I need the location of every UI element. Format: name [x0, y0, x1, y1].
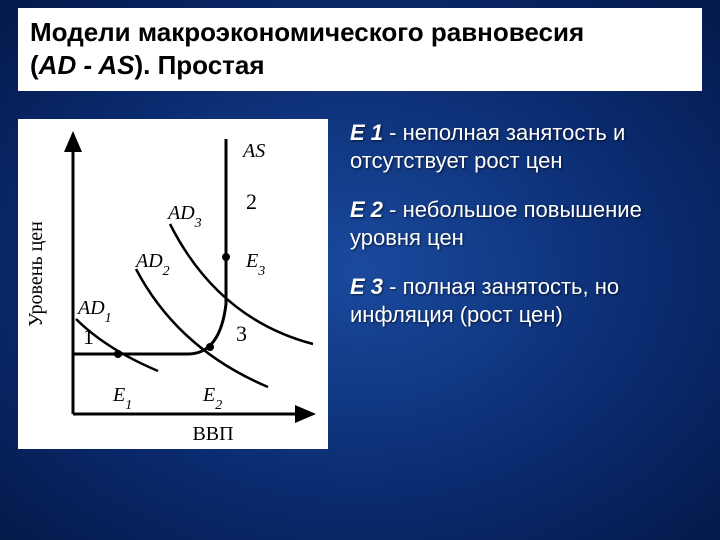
e3-label: Е 3: [350, 274, 383, 299]
text-column: Е 1 - неполная занятость и отсутствует р…: [350, 119, 702, 449]
svg-text:1: 1: [83, 324, 94, 349]
e2-label: Е 2: [350, 197, 383, 222]
title-paren-open: (: [30, 50, 39, 80]
e1-label: Е 1: [350, 120, 383, 145]
title-rest: ). Простая: [134, 50, 264, 80]
ad-as-chart: Уровень ценВВПASAD1AD2AD3E1E2E3123: [18, 119, 328, 449]
bullet-e1: Е 1 - неполная занятость и отсутствует р…: [350, 119, 702, 174]
bullet-e2: Е 2 - небольшое повышение уровня цен: [350, 196, 702, 251]
svg-text:3: 3: [236, 321, 247, 346]
svg-text:Уровень цен: Уровень цен: [25, 221, 47, 327]
slide: Модели макроэкономического равновесия (A…: [0, 0, 720, 540]
chart-box: Уровень ценВВПASAD1AD2AD3E1E2E3123: [18, 119, 328, 449]
title-line-1: Модели макроэкономического равновесия: [30, 16, 690, 49]
svg-text:AS: AS: [241, 140, 265, 162]
e1-text: - неполная занятость и отсутствует рост …: [350, 120, 625, 173]
title-block: Модели макроэкономического равновесия (A…: [18, 8, 702, 91]
title-line-2: (AD - AS). Простая: [30, 49, 690, 82]
e3-text: - полная занятость, но инфляция (рост це…: [350, 274, 619, 327]
svg-text:2: 2: [246, 189, 257, 214]
title-ad-as: AD - AS: [39, 50, 135, 80]
content-row: Уровень ценВВПASAD1AD2AD3E1E2E3123 Е 1 -…: [18, 119, 702, 449]
svg-text:ВВП: ВВП: [192, 423, 233, 445]
bullet-e3: Е 3 - полная занятость, но инфляция (рос…: [350, 273, 702, 328]
e2-text: - небольшое повышение уровня цен: [350, 197, 642, 250]
